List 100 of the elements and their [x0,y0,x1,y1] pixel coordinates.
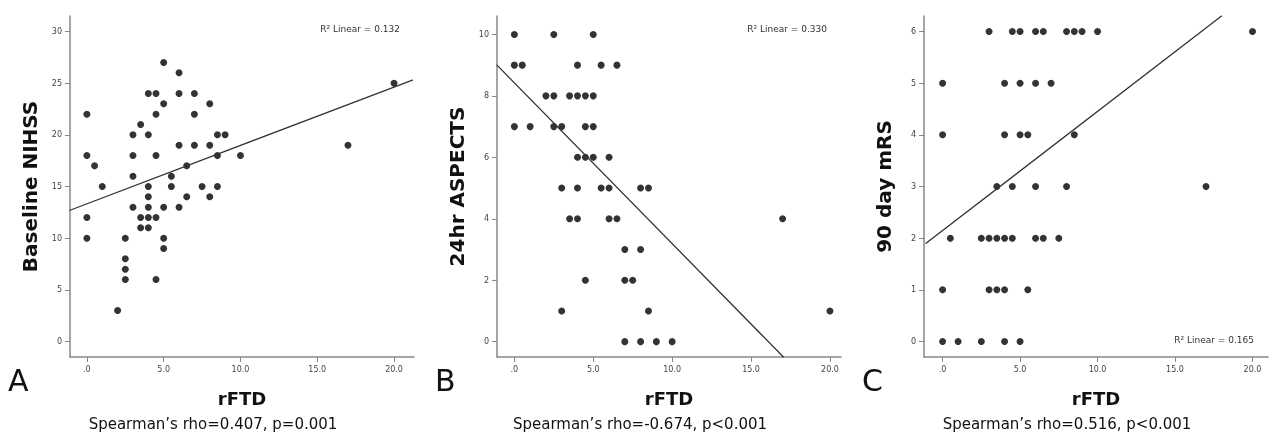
point [644,307,652,315]
point [605,215,613,223]
x-tick-label: 20.0 [821,364,839,374]
point [344,141,352,149]
point [589,30,597,38]
point [939,286,947,294]
point [213,183,221,190]
point [121,276,129,283]
point [977,234,985,242]
point [1024,286,1032,294]
point [1001,234,1009,242]
y-tick-label: 5 [910,78,916,88]
point [1032,183,1040,190]
point [152,214,160,221]
point [589,123,597,131]
point [83,214,91,221]
point [91,162,99,170]
point [152,276,160,283]
text: Spearman’s rho=-0.674, p<0.001 [512,414,768,433]
annotation: R² Linear = 0.165 [1174,334,1255,345]
point [985,234,993,242]
point [573,215,581,223]
point [1001,286,1009,294]
point [1016,131,1024,139]
point [589,153,597,161]
text: C [862,362,883,398]
point [129,172,137,180]
point [129,203,137,211]
point [206,141,214,149]
point [190,110,198,118]
point [1008,183,1016,190]
point [167,183,175,190]
point [613,61,621,69]
point [985,286,993,294]
x-tick-label: 15.0 [308,364,327,374]
text: B [435,362,456,398]
point [939,131,947,139]
y-tick-label: 20 [51,130,62,140]
x-tick-label: 20.0 [1243,364,1262,374]
point [1001,338,1009,345]
y-tick-label: 8 [483,91,489,101]
y-axis-title: 24hr ASPECTS [445,106,469,267]
y-tick-label: 0 [483,337,489,347]
point [510,30,518,38]
point [144,193,152,201]
point [1024,131,1032,139]
point [190,141,198,149]
x-tick-label: 5.0 [157,364,171,374]
point [129,152,137,159]
y-tick-label: 25 [51,78,62,88]
point [573,61,581,69]
point [160,245,168,252]
point [129,131,137,139]
point [1032,28,1040,35]
x-tick-label: 15.0 [1166,364,1184,374]
point [121,255,129,263]
point [1008,234,1016,242]
point [573,184,581,192]
annotation: R² Linear = 0.330 [747,23,828,34]
x-tick-label: 5.0 [586,364,600,374]
point [198,183,206,190]
y-tick-label: 4 [483,214,489,224]
y-tick-label: 30 [51,27,62,36]
point [977,338,985,345]
point [589,92,597,100]
point [1001,79,1009,87]
point [985,28,993,35]
point [526,123,534,131]
point [1063,183,1071,190]
y-tick-label: 10 [51,233,62,243]
x-tick-label: .0 [83,364,91,374]
point [206,193,214,201]
y-tick-label: 0 [56,337,62,346]
point [637,338,645,346]
point [550,92,558,100]
point [1063,28,1071,35]
point [114,307,122,314]
x-tick-label: 10.0 [231,364,250,374]
point [144,90,152,97]
point [137,224,145,232]
x-tick-label: 10.0 [1088,364,1107,374]
point [137,121,145,128]
text: Spearman’s rho=0.407, p=0.001 [88,414,338,433]
point [1032,79,1040,87]
point [1047,79,1055,87]
point [558,184,566,192]
point [213,131,221,139]
y-tick-label: 10 [478,29,489,39]
point [637,245,645,253]
annotation: R² Linear = 0.132 [320,23,401,34]
point [621,245,629,253]
point [510,61,518,69]
y-tick-label: 6 [910,27,916,36]
x-axis-title: rFTD [644,387,694,409]
point [581,123,589,131]
point [206,100,214,108]
point [152,152,160,159]
point [167,172,175,180]
point [779,215,787,223]
point [1070,28,1078,35]
